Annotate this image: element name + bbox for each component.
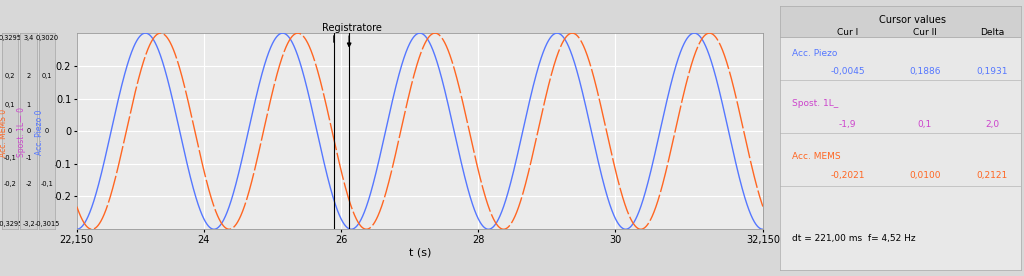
Text: Acc. MEMS: Acc. MEMS <box>793 152 841 161</box>
Text: -0,2: -0,2 <box>4 181 16 187</box>
Text: -2: -2 <box>26 181 32 187</box>
Text: Spost. 1L_: Spost. 1L_ <box>793 99 839 108</box>
Text: 0,2: 0,2 <box>5 73 15 79</box>
Text: 0,1: 0,1 <box>918 120 932 129</box>
Text: 0,1886: 0,1886 <box>909 67 940 76</box>
Text: Cursor values: Cursor values <box>880 15 946 25</box>
Text: 0,1: 0,1 <box>42 73 52 79</box>
Bar <box>780 6 1021 37</box>
Text: Cur I: Cur I <box>837 28 858 36</box>
Text: 0,2121: 0,2121 <box>977 171 1008 180</box>
Text: 0,1: 0,1 <box>5 102 15 108</box>
Text: 2: 2 <box>27 73 31 79</box>
Text: 0,0100: 0,0100 <box>909 171 940 180</box>
Text: -0,3295: -0,3295 <box>0 221 23 227</box>
Text: -1,9: -1,9 <box>839 120 856 129</box>
Text: -0,1: -0,1 <box>41 181 53 187</box>
Text: Spost. 1L— 0: Spost. 1L— 0 <box>17 107 26 158</box>
Text: 0,1931: 0,1931 <box>976 67 1008 76</box>
Text: 0: 0 <box>27 128 31 134</box>
Text: -0,3015: -0,3015 <box>35 221 59 227</box>
Text: 0,3295: 0,3295 <box>0 35 22 41</box>
Text: -0,2021: -0,2021 <box>830 171 865 180</box>
Text: 3,4: 3,4 <box>24 35 34 41</box>
Text: Acc. MEMS 0: Acc. MEMS 0 <box>0 108 7 156</box>
Text: -0,1: -0,1 <box>4 155 16 161</box>
Text: 1: 1 <box>27 102 31 108</box>
Text: -3,2: -3,2 <box>23 221 35 227</box>
Text: 0,3020: 0,3020 <box>36 35 58 41</box>
Text: dt = 221,00 ms  f= 4,52 Hz: dt = 221,00 ms f= 4,52 Hz <box>793 234 915 243</box>
Text: Delta: Delta <box>980 28 1005 36</box>
Text: -0,0045: -0,0045 <box>830 67 865 76</box>
Text: Acc. Piezo: Acc. Piezo <box>793 49 838 58</box>
X-axis label: t (s): t (s) <box>409 247 431 258</box>
Text: 2,0: 2,0 <box>985 120 999 129</box>
Text: 0: 0 <box>8 128 12 134</box>
Text: -1: -1 <box>26 155 32 161</box>
Text: Cur II: Cur II <box>912 28 937 36</box>
Text: Acc. Piezo 0: Acc. Piezo 0 <box>36 110 44 155</box>
Text: Registratore: Registratore <box>322 23 382 33</box>
Text: 0: 0 <box>45 128 49 134</box>
